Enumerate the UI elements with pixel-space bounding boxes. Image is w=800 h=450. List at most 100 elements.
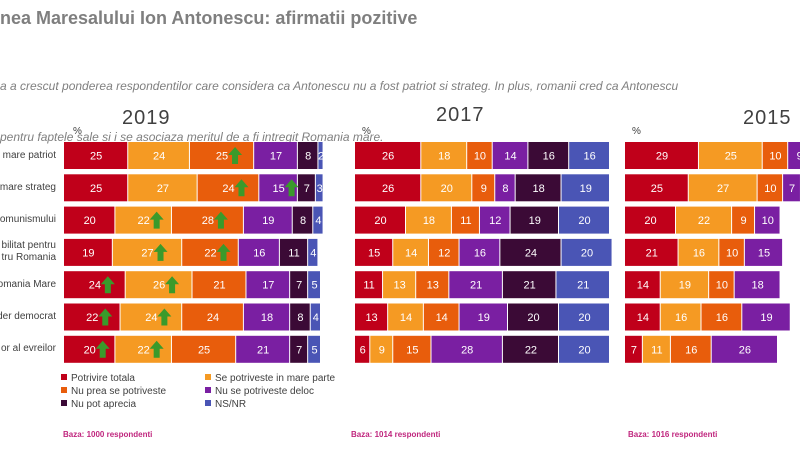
bar-segment	[625, 271, 660, 299]
base-note-2019: Baza: 1000 respondenti	[63, 430, 153, 439]
row-label: omania Mare	[0, 279, 56, 291]
bar-segment	[290, 335, 308, 363]
bar-segment	[182, 303, 243, 331]
legend-swatch	[61, 374, 67, 380]
bar-segment	[670, 335, 711, 363]
bar-segment	[783, 174, 800, 202]
data-label: 8	[305, 151, 311, 163]
data-label: 13	[427, 280, 439, 292]
data-label: 29	[656, 151, 668, 163]
data-label: 15	[406, 344, 418, 356]
data-label: 26	[382, 151, 394, 163]
data-label: 28	[461, 344, 473, 356]
bar-segment	[64, 238, 112, 266]
data-label: 8	[297, 312, 303, 324]
bar-segment	[308, 335, 320, 363]
chart-title-2015: 2015	[743, 107, 792, 129]
row-label: bilitat pentru tru Romania	[0, 240, 56, 264]
bar-segment	[742, 303, 790, 331]
data-label: 25	[90, 183, 102, 195]
bar-segment	[642, 335, 670, 363]
bar-segment	[120, 303, 182, 331]
data-label: 10	[716, 280, 728, 292]
base-note-2015: Baza: 1016 respondenti	[628, 430, 718, 439]
data-label: 7	[631, 344, 637, 356]
bar-segment	[355, 335, 370, 363]
bar-segment	[64, 271, 125, 299]
bar-segment	[625, 142, 698, 169]
row-label-line: bilitat pentru	[1, 240, 56, 252]
data-label: 4	[315, 215, 321, 227]
bar-segment	[515, 174, 561, 202]
data-label: 20	[644, 215, 656, 227]
row-label-line: omania Mare	[0, 278, 56, 290]
legend-item-nu-prea: Nu prea se potriveste	[61, 386, 166, 399]
bar-segment	[561, 174, 609, 202]
data-label: 21	[524, 280, 536, 292]
data-label: 19	[760, 312, 772, 324]
data-label: 7	[296, 280, 302, 292]
data-label: 10	[726, 247, 738, 259]
data-label: 19	[529, 215, 541, 227]
data-label: 16	[583, 151, 595, 163]
bar-segment	[115, 206, 171, 234]
bar-segment	[625, 238, 678, 266]
bar-segment	[308, 271, 320, 299]
bar-segment	[355, 174, 421, 202]
data-label: 19	[478, 312, 490, 324]
data-label: 22	[204, 247, 216, 259]
bar-segment	[64, 335, 115, 363]
bar-segment	[238, 238, 279, 266]
legend-swatch	[61, 400, 67, 406]
data-label: 25	[216, 151, 228, 163]
bar-segment	[171, 335, 236, 363]
data-label: 21	[213, 280, 225, 292]
data-label: 18	[261, 312, 273, 324]
data-label: 7	[296, 344, 302, 356]
data-label: 8	[300, 215, 306, 227]
data-label: 15	[758, 247, 770, 259]
increase-arrow-icon	[228, 147, 243, 164]
bar-segment	[757, 174, 783, 202]
percent-symbol: %	[632, 126, 641, 137]
increase-arrow-icon	[234, 179, 249, 197]
increase-arrow-icon	[157, 308, 172, 326]
bar-segment	[625, 335, 642, 363]
increase-arrow-icon	[153, 243, 168, 261]
bar-segment	[64, 174, 128, 202]
bar-segment	[297, 142, 318, 169]
legend-item-nu-pot-aprecia: Nu pot aprecia	[61, 399, 166, 412]
bar-segment	[698, 142, 762, 169]
increase-arrow-icon	[149, 340, 164, 358]
bar-segment	[125, 271, 192, 299]
bar-segment	[243, 303, 290, 331]
row-label-line: der democrat	[0, 311, 56, 322]
bar-segment	[171, 206, 243, 234]
data-label: 22	[525, 344, 537, 356]
data-label: 2	[318, 151, 324, 163]
bar-segment	[310, 303, 320, 331]
subtitle: a a crescut ponderea respondentilor care…	[0, 44, 678, 163]
data-label: 15	[272, 183, 284, 195]
data-label: 18	[423, 215, 435, 227]
subtitle-line: a a crescut ponderea respondentilor care…	[0, 79, 679, 93]
data-label: 9	[481, 183, 487, 195]
data-label: 11	[651, 344, 662, 356]
data-label: 6	[360, 344, 366, 356]
bar-segment	[197, 174, 259, 202]
data-label: 16	[253, 247, 265, 259]
data-label: 4	[310, 247, 316, 259]
bar-segment	[292, 206, 313, 234]
bar-segment	[559, 335, 609, 363]
bar-segment	[459, 238, 500, 266]
legend-swatch	[205, 400, 211, 406]
bar-segment	[561, 238, 612, 266]
legend-item-nu-se-potriveste: Nu se potriveste deloc	[205, 386, 335, 399]
data-label: 19	[262, 215, 274, 227]
data-label: 20	[441, 183, 453, 195]
data-label: 20	[578, 215, 590, 227]
bar-segment	[709, 271, 734, 299]
bar-segment	[431, 335, 502, 363]
data-label: 24	[145, 312, 157, 324]
data-label: 14	[405, 247, 417, 259]
